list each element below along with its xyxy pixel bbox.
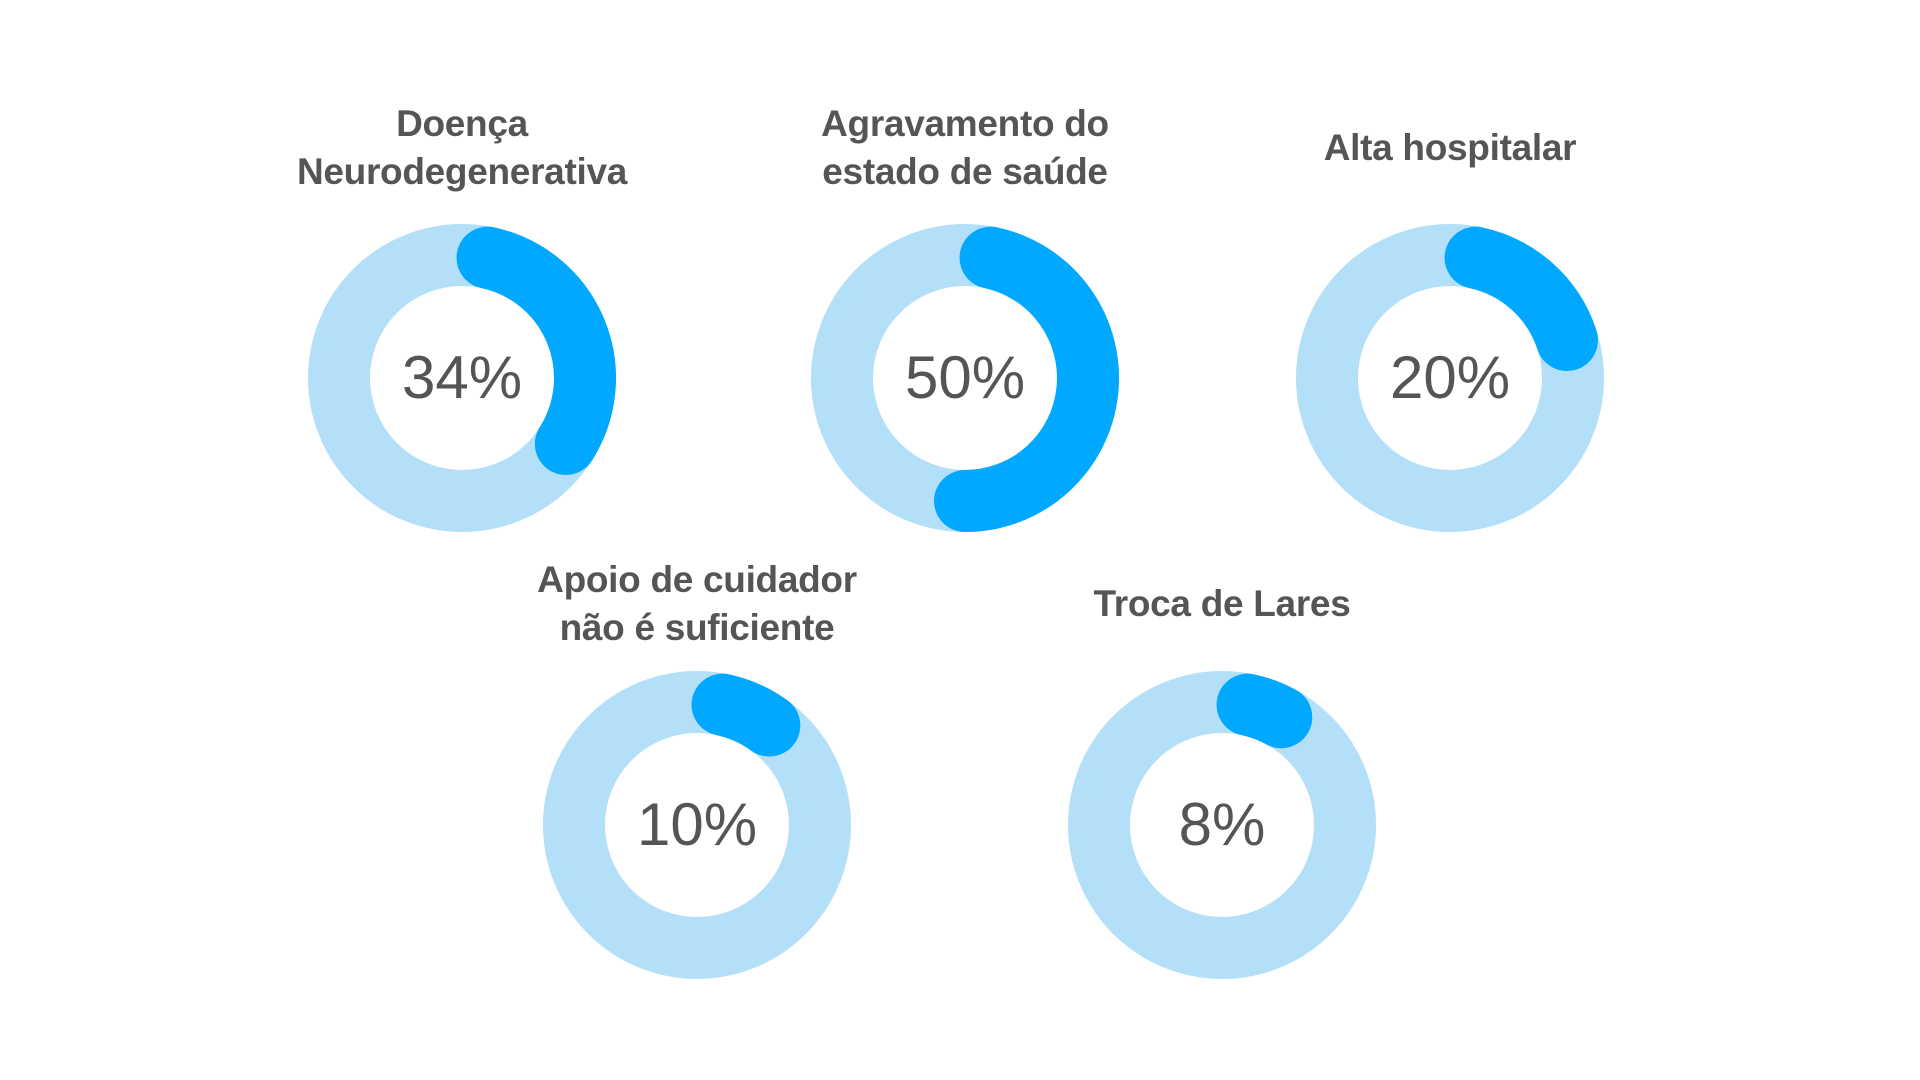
- donut-title-line1: Apoio de cuidador: [537, 559, 857, 600]
- donut-value-label: 10%: [636, 791, 758, 858]
- donut-ring: [811, 224, 1119, 532]
- donut-value-label: 8%: [1178, 791, 1266, 858]
- donut-progress-arc: [1444, 226, 1598, 371]
- donut-title-line1: Agravamento do: [821, 103, 1109, 144]
- donut-ring: [543, 671, 851, 979]
- donut-value-label: 50%: [904, 344, 1026, 411]
- donut-title-line2: Neurodegenerativa: [296, 151, 628, 192]
- donut-ring: [1068, 671, 1376, 979]
- donut-title-line2: não é suficiente: [559, 607, 835, 648]
- donut-progress-arc: [934, 226, 1119, 532]
- donut-title: Agravamento do estado de saúde: [755, 100, 1175, 196]
- donut-value-label: 20%: [1389, 344, 1511, 411]
- donut-ring: [1296, 224, 1604, 532]
- donut-value-label: 34%: [401, 344, 523, 411]
- donut-progress-arc: [456, 226, 616, 475]
- donut-title: Doença Neurodegenerativa: [252, 100, 672, 196]
- donut-progress-arc: [691, 673, 801, 757]
- donut-ring: [308, 224, 616, 532]
- donut-title-line2: estado de saúde: [822, 151, 1108, 192]
- donut-title-line1: Troca de Lares: [1093, 583, 1351, 624]
- donut-progress-arc: [1216, 673, 1313, 749]
- donut-title-line1: Doença: [396, 103, 528, 144]
- donut-title: Troca de Lares: [1012, 580, 1432, 628]
- donut-title-line1: Alta hospitalar: [1323, 127, 1577, 168]
- donut-title: Apoio de cuidador não é suficiente: [487, 556, 907, 652]
- donut-title: Alta hospitalar: [1240, 124, 1660, 172]
